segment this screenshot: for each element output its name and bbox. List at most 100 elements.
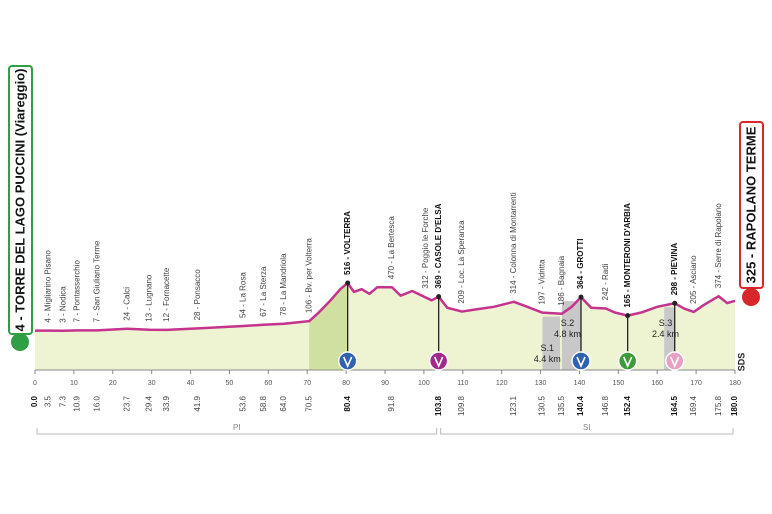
province-label: PI bbox=[233, 423, 241, 432]
x-tick-label: 70 bbox=[303, 380, 311, 387]
province-bracket bbox=[36, 428, 438, 435]
waypoint-label: 298 - PIEVINA bbox=[670, 243, 679, 296]
icon-glyph bbox=[622, 356, 633, 368]
x-tick-label: 40 bbox=[187, 380, 195, 387]
waypoint-label: 374 - Serre di Rapolano bbox=[714, 203, 723, 288]
profile-line bbox=[35, 281, 736, 332]
icon-glyph bbox=[576, 356, 586, 368]
km-label: 41.9 bbox=[193, 395, 202, 411]
waypoint-label: 3 - Nodica bbox=[58, 286, 67, 323]
sector-band bbox=[664, 307, 675, 370]
waypoint-label: 205 - Asciano bbox=[689, 255, 698, 304]
waypoint-label: 67 - La Sterza bbox=[259, 266, 268, 317]
x-tick-label: 120 bbox=[496, 380, 508, 387]
x-tick-label: 150 bbox=[612, 380, 624, 387]
waypoint-label: 197 - Vidritta bbox=[538, 259, 547, 305]
x-tick-label: 90 bbox=[381, 380, 389, 387]
km-label: 10.9 bbox=[72, 395, 81, 411]
x-tick-label: 50 bbox=[226, 380, 234, 387]
category-icon bbox=[428, 351, 449, 371]
waypoint-label: 364 - GROTTI bbox=[576, 238, 585, 289]
waypoint-label: 12 - Fornacette bbox=[162, 267, 171, 322]
waypoint-label: 242 - Radi bbox=[601, 263, 610, 300]
km-label: 164.5 bbox=[670, 395, 679, 416]
waypoint-label: 516 - VOLTERRA bbox=[343, 211, 352, 275]
km-label: 3.5 bbox=[44, 395, 53, 407]
waypoint-dot bbox=[345, 280, 351, 286]
km-label: 0.0 bbox=[30, 395, 39, 407]
waypoint-label: 312 - Poggio le Forche bbox=[421, 207, 430, 288]
waypoint-dot bbox=[578, 294, 584, 300]
waypoint-label: 54 - La Rosa bbox=[239, 272, 248, 318]
waypoint-label: 165 - MONTERONI D'ARBIA bbox=[623, 203, 632, 308]
brand: SDS bbox=[736, 353, 746, 372]
x-tick-label: 0 bbox=[33, 380, 37, 387]
waypoint-label: 13 - Lugnano bbox=[144, 274, 153, 322]
sector-band bbox=[542, 316, 560, 370]
km-label: 123.1 bbox=[509, 395, 518, 416]
km-label: 70.5 bbox=[304, 395, 313, 411]
waypoint-label: 7 - San Giuliano Terme bbox=[92, 240, 101, 322]
km-label: 58.8 bbox=[259, 395, 268, 411]
sector-name: S.1 bbox=[540, 343, 554, 353]
waypoint-label: 186 - Bagnaia bbox=[557, 255, 566, 305]
x-tick-label: 10 bbox=[70, 380, 78, 387]
sector-name: S.2 bbox=[561, 318, 575, 328]
x-tick-label: 110 bbox=[457, 380, 468, 387]
x-tick-label: 60 bbox=[264, 380, 272, 387]
km-label: 169.4 bbox=[689, 395, 698, 416]
x-tick-label: 170 bbox=[690, 380, 702, 387]
waypoint-label: 24 - Calci bbox=[122, 287, 131, 321]
icon-glyph bbox=[433, 356, 444, 368]
sector-length: 4.4 km bbox=[534, 354, 561, 364]
x-tick-label: 30 bbox=[148, 380, 156, 387]
km-label: 91.8 bbox=[387, 395, 396, 411]
km-label: 53.6 bbox=[239, 395, 248, 411]
province-bracket bbox=[440, 428, 734, 435]
x-tick-label: 130 bbox=[535, 380, 547, 387]
waypoint-dot bbox=[672, 300, 678, 306]
start-label: 4 - TORRE DEL LAGO PUCCINI (Viareggio) bbox=[12, 69, 27, 332]
category-icon bbox=[664, 351, 685, 371]
waypoint-label: 78 - La Mandriola bbox=[279, 253, 288, 316]
km-label: 33.9 bbox=[162, 395, 171, 411]
start-icon bbox=[11, 333, 29, 351]
finish-label: 325 - RAPOLANO TERME bbox=[743, 126, 758, 283]
category-icon bbox=[337, 351, 358, 371]
finish-icon bbox=[742, 288, 760, 306]
km-label: 80.4 bbox=[343, 395, 352, 411]
sector-name: S.3 bbox=[659, 318, 673, 328]
waypoint-label: 470 - La Bertesca bbox=[387, 216, 396, 280]
sector-length: 4.8 km bbox=[554, 329, 581, 339]
km-label: 180.0 bbox=[730, 395, 739, 416]
x-tick-label: 180 bbox=[729, 380, 741, 387]
km-label: 29.4 bbox=[144, 395, 153, 411]
category-icon bbox=[571, 351, 591, 371]
km-label: 64.0 bbox=[279, 395, 288, 411]
km-label: 23.7 bbox=[122, 395, 131, 411]
climb-zone bbox=[309, 283, 348, 370]
km-label: 130.5 bbox=[538, 395, 547, 416]
category-icon bbox=[617, 351, 638, 371]
km-label: 135.5 bbox=[557, 395, 566, 416]
km-label: 16.0 bbox=[92, 395, 101, 411]
icon-glyph bbox=[342, 356, 353, 368]
waypoint-label: 314 - Colonna di Montarrenti bbox=[509, 192, 518, 294]
waypoint-label: 7 - Pontasserchio bbox=[72, 260, 81, 323]
finish-box bbox=[739, 121, 764, 289]
waypoint-label: 28 - Ponsacco bbox=[193, 269, 202, 321]
province-label: SI bbox=[583, 423, 591, 432]
waypoint-label: 4 - Migliarino Pisano bbox=[44, 250, 53, 323]
waypoint-label: 209 - Loc. La Speranza bbox=[457, 220, 466, 304]
x-tick-label: 20 bbox=[109, 380, 117, 387]
waypoint-label: 369 - CASOLE D'ELSA bbox=[434, 203, 443, 288]
sector-length: 2.4 km bbox=[652, 329, 679, 339]
km-label: 109.8 bbox=[457, 395, 466, 416]
km-label: 140.4 bbox=[576, 395, 585, 416]
waypoint-dot bbox=[625, 313, 631, 319]
waypoint-label: 106 - Bv. per Volterra bbox=[304, 238, 313, 314]
km-label: 103.8 bbox=[434, 395, 443, 416]
km-label: 7.3 bbox=[58, 395, 67, 407]
x-tick-label: 80 bbox=[342, 380, 350, 387]
